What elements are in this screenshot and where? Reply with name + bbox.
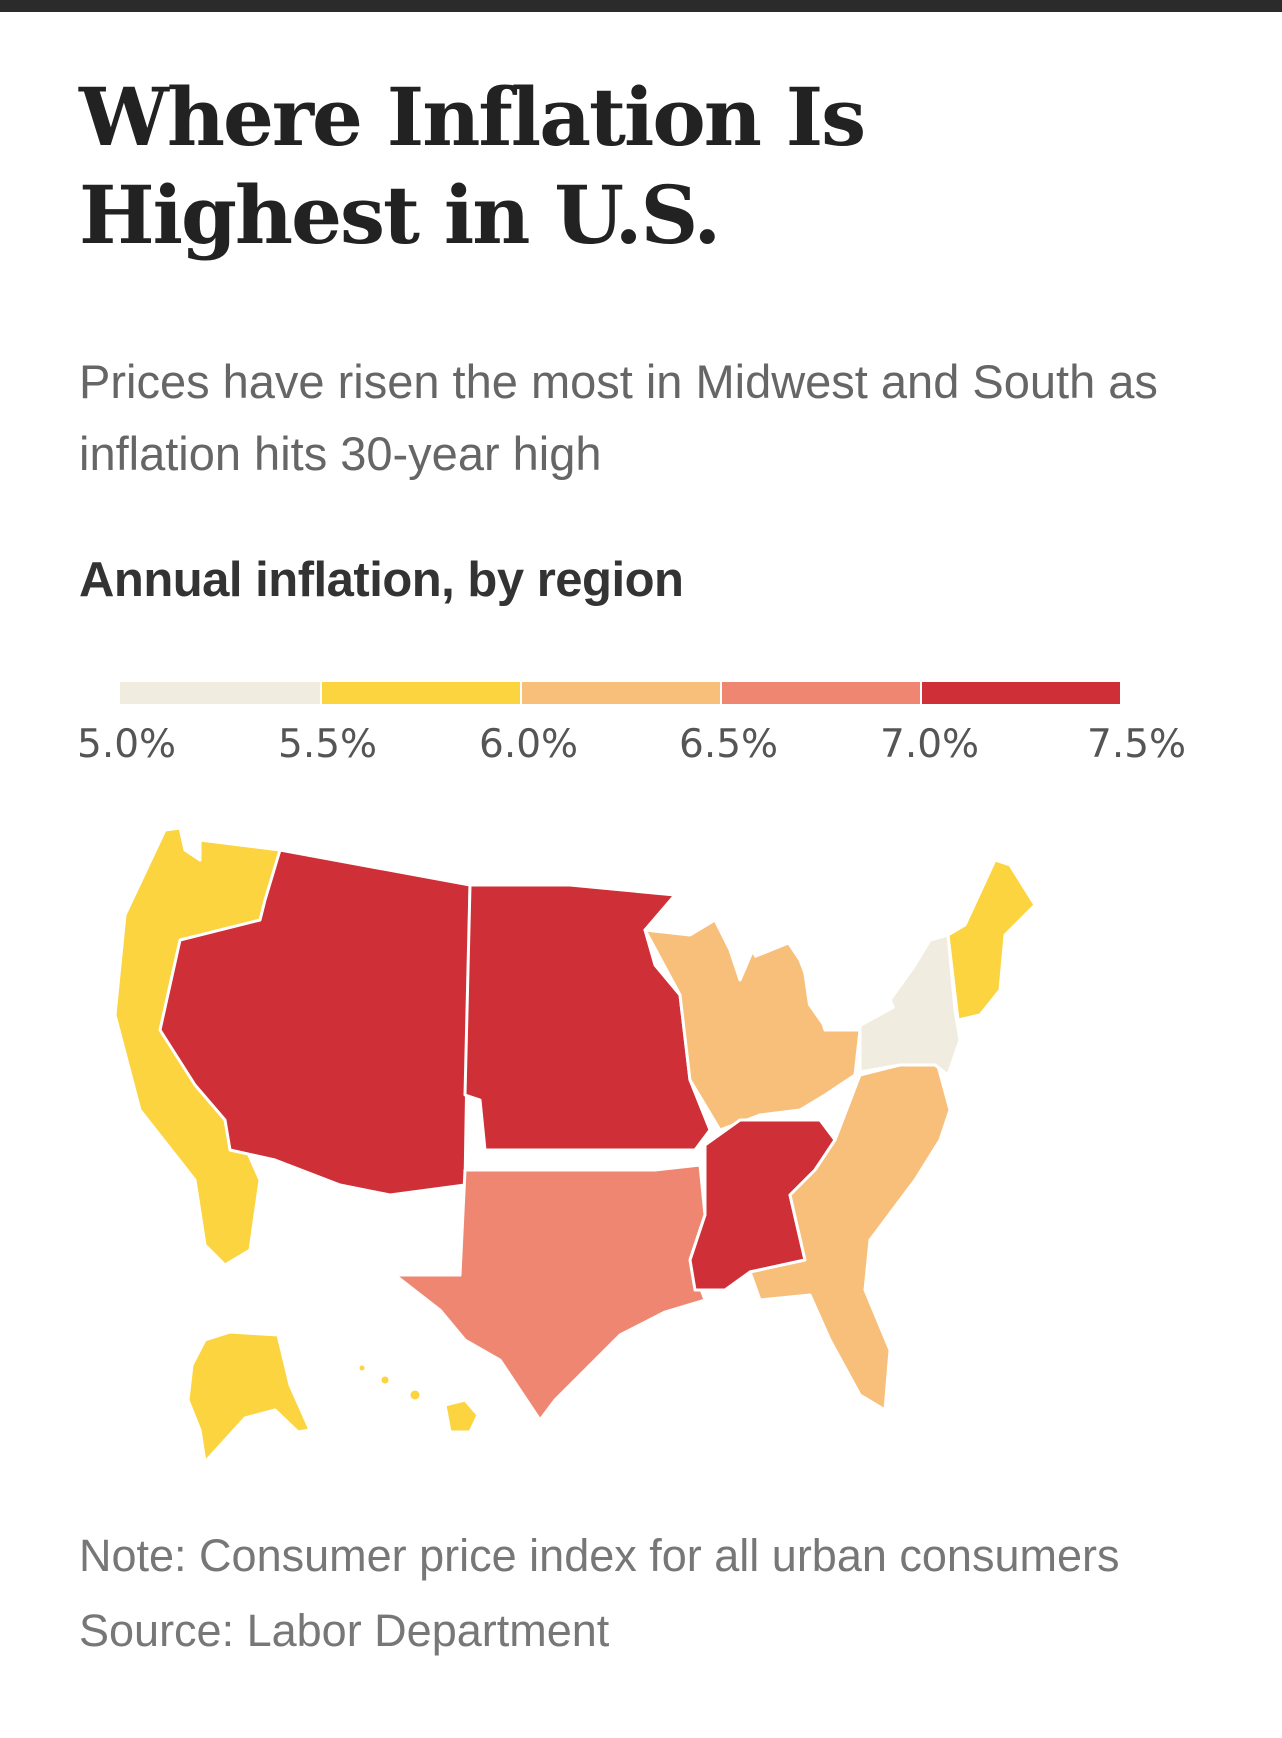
legend-tick-7-0: 7.0%: [880, 722, 980, 767]
region-mountain: [158, 848, 472, 1197]
headline: Where Inflation Is Highest in U.S.: [79, 70, 866, 262]
us-inflation-map: [113, 826, 1037, 1464]
legend-bin-2: [322, 682, 520, 704]
region-west-north-central: [463, 883, 712, 1152]
region-east-north-central: [643, 918, 862, 1132]
region-pacific-hawaii-islet-2: [378, 1373, 392, 1387]
chart-title: Annual inflation, by region: [79, 553, 684, 607]
top-bar: [0, 0, 1282, 12]
great-lakes: [740, 915, 895, 1030]
region-west-south-central: [393, 1163, 707, 1422]
legend-tick-5-0: 5.0%: [77, 722, 177, 767]
note-text: Note: Consumer price index for all urban…: [79, 1530, 1120, 1581]
region-new-england: [946, 858, 1037, 1022]
legend-tick-7-5: 7.5%: [1087, 722, 1187, 767]
source-text: Source: Labor Department: [79, 1605, 610, 1656]
subtitle: Prices have risen the most in Midwest an…: [79, 355, 1158, 480]
region-pacific-hawaii: [443, 1398, 480, 1434]
region-pacific-alaska: [186, 1330, 312, 1464]
legend-bin-1: [120, 682, 320, 704]
legend-bin-4: [722, 682, 920, 704]
region-pacific-hawaii-islet-1: [407, 1387, 423, 1403]
legend-bin-5: [922, 682, 1120, 704]
legend-tick-5-5: 5.5%: [278, 722, 378, 767]
region-pacific-hawaii-islet-3: [356, 1362, 368, 1374]
legend-bin-3: [522, 682, 720, 704]
legend-tick-6-5: 6.5%: [679, 722, 779, 767]
color-legend: 5.0% 5.5% 6.0% 6.5% 7.0% 7.5%: [60, 682, 1200, 782]
legend-tick-6-0: 6.0%: [479, 722, 579, 767]
region-middle-atlantic: [858, 933, 962, 1077]
